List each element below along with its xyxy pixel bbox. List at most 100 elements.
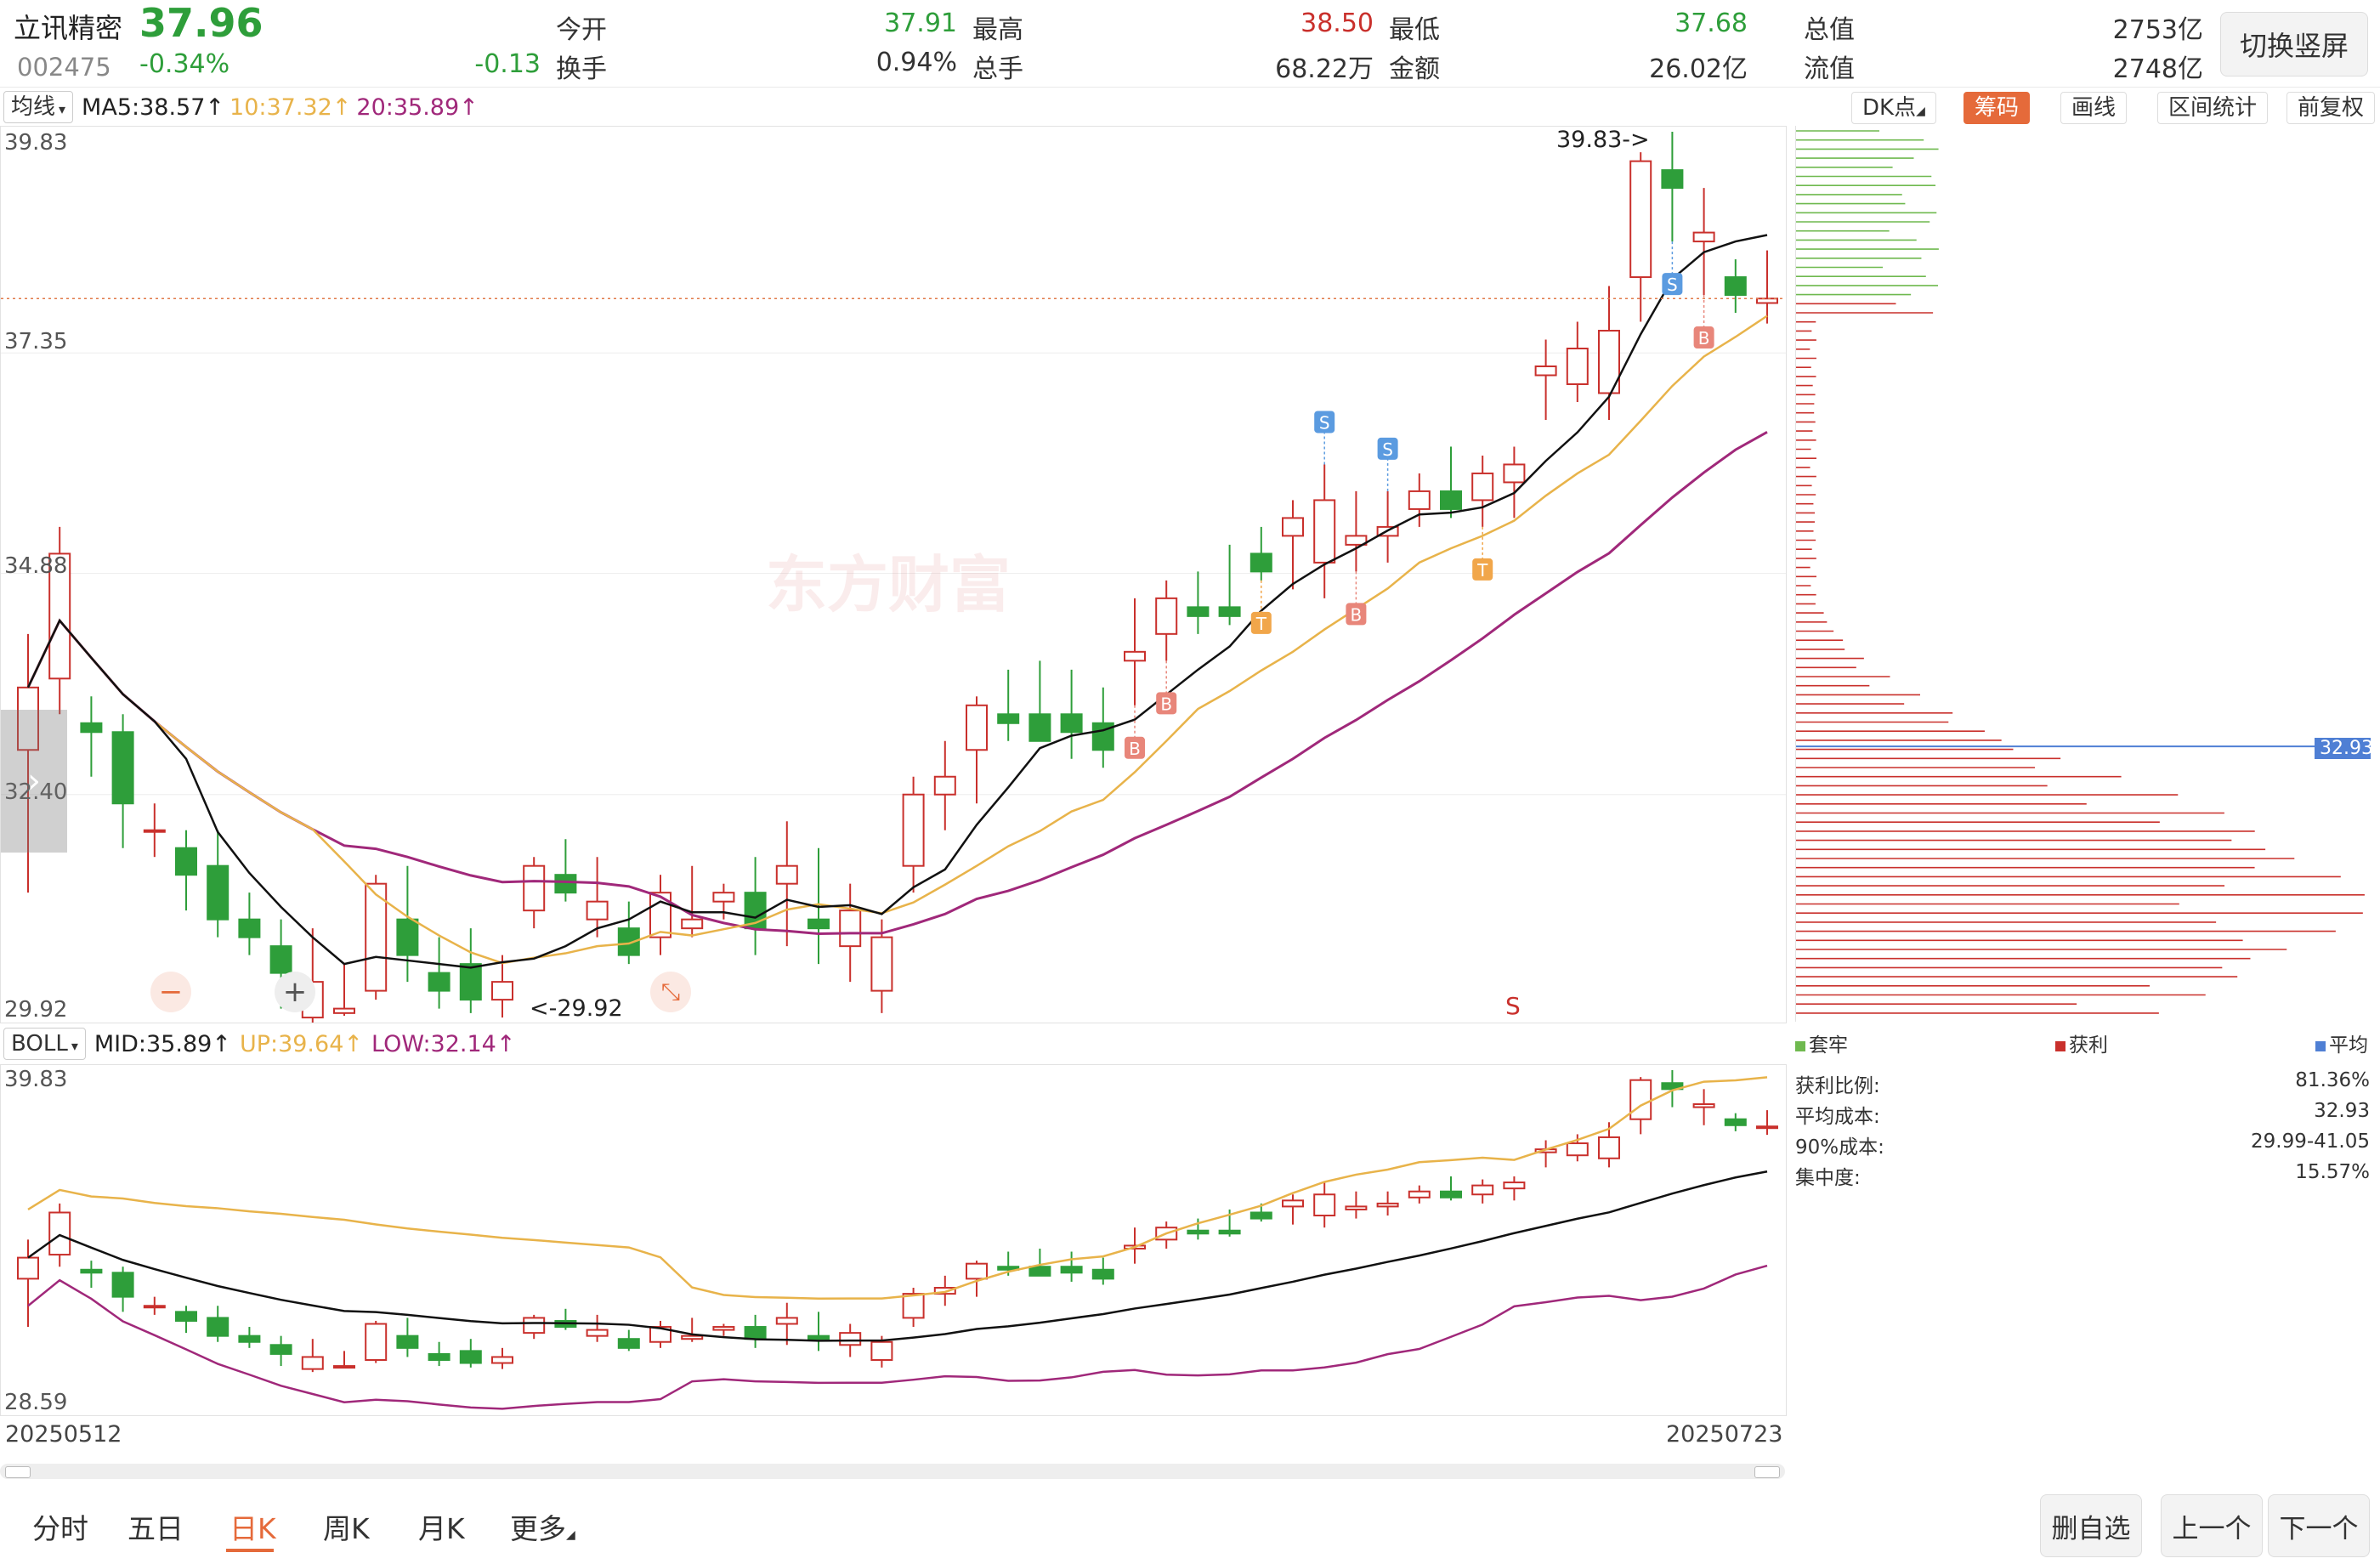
- kline-candle: [870, 936, 893, 992]
- boll-candle: [997, 1266, 1020, 1271]
- signal-badge-text: B: [1129, 739, 1141, 759]
- kline-candle: [712, 892, 735, 903]
- zoom-in-button[interactable]: +: [275, 972, 315, 1012]
- tab-five-day[interactable]: 五日: [128, 1512, 184, 1545]
- low-value: 37.68: [1674, 8, 1748, 38]
- high-label: 最高: [972, 15, 1023, 45]
- corner-triangle-icon: ◢: [1916, 105, 1925, 118]
- time-scrollbar[interactable]: [0, 1464, 1785, 1479]
- concentration-value: 15.57%: [2295, 1161, 2370, 1183]
- high-value: 38.50: [1300, 8, 1374, 38]
- kline-chart: B B T B S S T S B: [1, 132, 1786, 1023]
- boll-candle: [1187, 1229, 1210, 1235]
- boll-candle: [1345, 1205, 1368, 1210]
- kline-candle: [175, 847, 197, 876]
- profit-ratio-row: 获利比例: 81.36%: [1795, 1069, 2370, 1098]
- boll-candle: [902, 1293, 925, 1319]
- boll-candle: [396, 1334, 419, 1349]
- amount-value: 26.02亿: [1649, 54, 1748, 84]
- kline-candle: [1187, 606, 1210, 617]
- start-date: 20250512: [5, 1421, 122, 1448]
- scroll-left-handle[interactable]: ›: [1, 710, 67, 853]
- boll-selector[interactable]: BOLL ▾: [3, 1028, 86, 1060]
- ma-selector[interactable]: 均线 ▾: [3, 91, 74, 123]
- scrollbar-left-grip[interactable]: [5, 1466, 31, 1478]
- sub-axis-tick-bottom: 28.59: [4, 1390, 68, 1415]
- draw-line-button[interactable]: 画线: [2060, 92, 2128, 124]
- chip-distribution-panel: 32.93: [1795, 126, 2371, 1022]
- kline-candle: [681, 918, 704, 930]
- signal-badge-text: S: [1667, 275, 1678, 295]
- boll-candle: [870, 1340, 893, 1361]
- kline-candle: [238, 918, 261, 938]
- high-annotation: 39.83->: [1556, 127, 1650, 153]
- boll-chart-panel[interactable]: 39.83 28.59: [0, 1064, 1787, 1416]
- boll-candle: [681, 1334, 704, 1340]
- boll-up-line: [27, 1076, 1768, 1300]
- kline-candle: [1471, 472, 1494, 502]
- concentration-row: 集中度: 15.57%: [1795, 1161, 2370, 1190]
- low-annotation: <-29.92: [530, 995, 623, 1022]
- kline-candle: [1756, 298, 1778, 304]
- signal-badge: [1156, 692, 1177, 715]
- legend-avg: 平均: [2315, 1028, 2368, 1057]
- blue-square-icon: [2315, 1041, 2326, 1051]
- kline-candle: [1724, 276, 1747, 297]
- axis-tick-32.40: 32.40: [4, 779, 68, 805]
- boll-candle: [428, 1352, 450, 1361]
- range-stats-button[interactable]: 区间统计: [2157, 92, 2269, 124]
- kline-candle: [1250, 552, 1272, 573]
- boll-candle: [269, 1344, 292, 1355]
- boll-candle: [1218, 1229, 1241, 1235]
- signal-badge-text: S: [1319, 412, 1330, 433]
- tab-more[interactable]: 更多◢: [510, 1506, 575, 1547]
- prev-stock-button[interactable]: 上一个: [2161, 1494, 2263, 1557]
- next-stock-button[interactable]: 下一个: [2268, 1494, 2370, 1557]
- kline-candle: [775, 864, 798, 885]
- remove-watchlist-button[interactable]: 删自选: [2040, 1494, 2142, 1557]
- axis-tick-37.35: 37.35: [4, 329, 68, 354]
- ma20-value: 20:35.89↑: [356, 94, 479, 121]
- kline-candle: [1313, 499, 1336, 564]
- scrollbar-right-grip[interactable]: [1754, 1466, 1780, 1478]
- watermark: 东方财富: [766, 549, 1012, 620]
- boll-candle: [1629, 1079, 1652, 1120]
- kline-candle: [207, 864, 230, 921]
- cost90-row: 90%成本: 29.99-41.05: [1795, 1130, 2370, 1159]
- active-tab-indicator: [226, 1549, 274, 1552]
- adjust-button[interactable]: 前复权: [2286, 92, 2376, 124]
- float-label: 流值: [1804, 54, 1855, 84]
- tab-monthly-k[interactable]: 月K: [418, 1512, 465, 1545]
- boll-candle: [1060, 1266, 1083, 1274]
- avg-cost-label: 平均成本:: [1795, 1106, 1880, 1128]
- zoom-out-button[interactable]: −: [150, 972, 191, 1012]
- boll-candle: [1598, 1136, 1620, 1159]
- tab-weekly-k[interactable]: 周K: [323, 1512, 370, 1545]
- kline-candle: [1503, 463, 1526, 484]
- profit-ratio-label: 获利比例:: [1795, 1075, 1880, 1097]
- kline-candle: [333, 1007, 355, 1014]
- ma10-line: [26, 314, 1768, 965]
- kline-candle: [143, 829, 166, 833]
- signal-badge: [1693, 326, 1714, 349]
- volume-label: 总手: [972, 54, 1023, 84]
- boll-candle: [365, 1323, 388, 1361]
- kline-candle: [1566, 348, 1589, 385]
- legend-profit: 获利: [2055, 1028, 2108, 1057]
- axis-tick-34.88: 34.88: [4, 553, 68, 579]
- tab-intraday[interactable]: 分时: [32, 1512, 88, 1545]
- tab-daily-k[interactable]: 日K: [230, 1512, 276, 1545]
- collapse-button[interactable]: ⤡: [650, 972, 691, 1012]
- boll-candle: [1091, 1268, 1114, 1280]
- boll-up-value: UP:39.64↑: [239, 1030, 363, 1057]
- boll-candle: [617, 1338, 640, 1349]
- boll-candle: [966, 1262, 988, 1280]
- dk-point-button[interactable]: DK点◢: [1851, 92, 1936, 124]
- chip-button[interactable]: 筹码: [1964, 92, 2031, 124]
- legend-avg-label: 平均: [2329, 1034, 2368, 1057]
- ma20-line: [26, 431, 1768, 935]
- kline-candle: [1440, 490, 1462, 510]
- switch-orientation-button[interactable]: 切换竖屏: [2220, 12, 2368, 76]
- kline-candle: [1345, 535, 1368, 546]
